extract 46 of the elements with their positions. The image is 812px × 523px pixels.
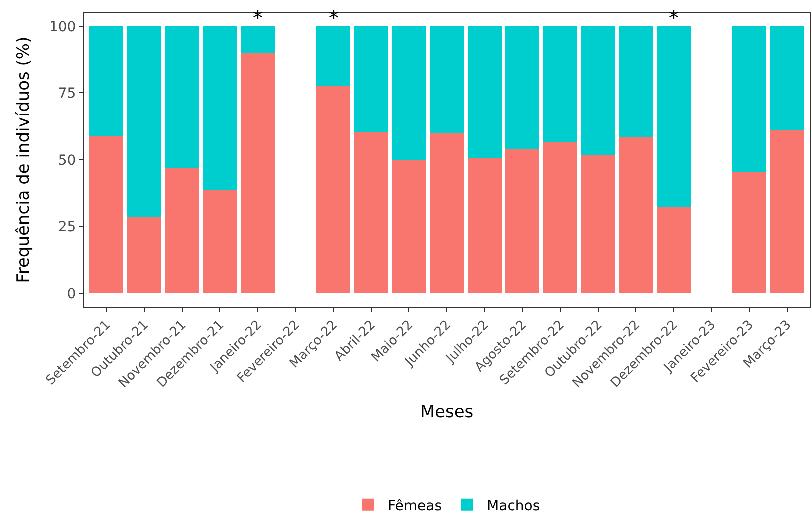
bar bbox=[619, 136, 654, 294]
bar bbox=[543, 142, 578, 294]
bar bbox=[354, 132, 388, 294]
bar bbox=[90, 26, 124, 136]
bar bbox=[732, 26, 767, 173]
bar bbox=[165, 26, 200, 169]
bar bbox=[430, 133, 464, 294]
bar bbox=[127, 26, 162, 218]
y-tick-label: 0 bbox=[67, 286, 76, 303]
bar bbox=[770, 130, 804, 294]
bar bbox=[354, 26, 388, 132]
y-tick-label: 75 bbox=[58, 86, 76, 102]
bar bbox=[619, 26, 654, 137]
bar bbox=[316, 86, 351, 294]
y-tick-label: 100 bbox=[49, 19, 76, 36]
bar bbox=[430, 26, 464, 134]
legend-label: Machos bbox=[487, 498, 540, 514]
bar bbox=[392, 26, 426, 160]
bar bbox=[90, 136, 124, 294]
bar bbox=[581, 26, 616, 156]
bar bbox=[203, 26, 238, 191]
y-axis-title: Frequência de indivíduos (%) bbox=[14, 36, 34, 284]
y-tick-label: 25 bbox=[58, 220, 76, 236]
bar bbox=[732, 172, 767, 294]
bar bbox=[468, 158, 502, 294]
bar bbox=[506, 148, 540, 294]
bar bbox=[392, 160, 426, 294]
bar bbox=[543, 26, 578, 142]
bar bbox=[240, 26, 275, 54]
bar bbox=[506, 26, 540, 149]
annotation: * bbox=[669, 6, 679, 30]
bar bbox=[165, 168, 200, 294]
bar bbox=[127, 217, 162, 294]
y-tick-label: 50 bbox=[58, 152, 76, 169]
bar bbox=[656, 26, 691, 208]
bar bbox=[581, 156, 616, 294]
bar bbox=[770, 26, 804, 131]
bar bbox=[468, 26, 502, 159]
annotation: * bbox=[329, 6, 339, 30]
x-axis-title: Meses bbox=[420, 402, 474, 423]
bar bbox=[203, 190, 238, 294]
bar bbox=[240, 53, 275, 294]
legend-label: Fêmeas bbox=[388, 498, 442, 514]
bar bbox=[656, 207, 691, 294]
bar bbox=[316, 26, 351, 86]
annotation: * bbox=[253, 6, 263, 30]
